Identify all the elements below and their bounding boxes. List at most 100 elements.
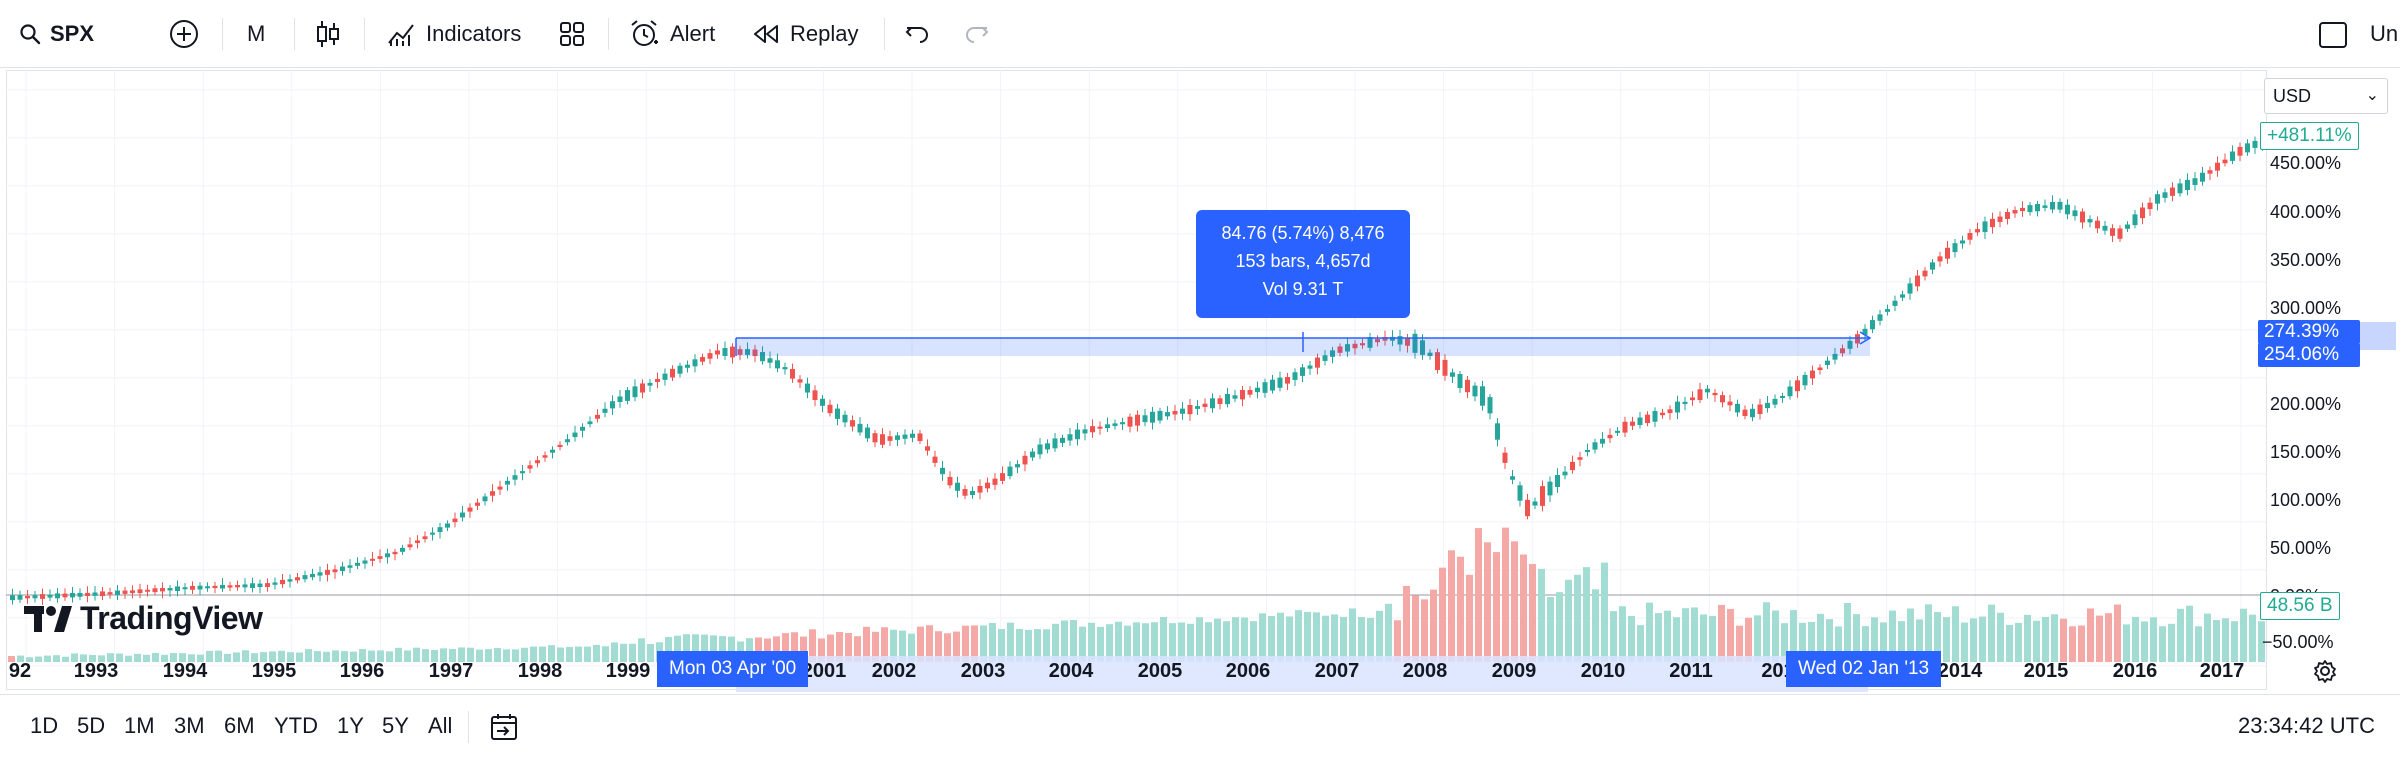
clock-utc[interactable]: 23:34:42 UTC: [2238, 713, 2375, 738]
candle-body: [985, 482, 990, 489]
volume-bar: [854, 636, 861, 662]
go-to-date-button[interactable]: [488, 711, 520, 748]
compare-button[interactable]: [168, 0, 200, 68]
candle-body: [527, 465, 533, 469]
candle-body: [100, 591, 105, 597]
range-button-6m[interactable]: 6M: [224, 713, 255, 738]
volume-bar: [2141, 621, 2148, 662]
candle-body: [1375, 339, 1380, 343]
volume-bar: [944, 633, 951, 662]
volume-bar: [1448, 550, 1455, 662]
tradingview-logo[interactable]: TradingView: [24, 600, 263, 637]
volume-bar: [836, 631, 843, 662]
candle-body: [197, 585, 203, 590]
volume-bar: [98, 655, 105, 662]
candle-body: [1435, 352, 1440, 371]
price-axis-label: 300.00%: [2270, 298, 2342, 318]
volume-bar: [1745, 617, 1752, 662]
fullscreen-button[interactable]: [2318, 0, 2348, 68]
candle-body: [640, 383, 645, 393]
volume-bar: [1142, 623, 1149, 662]
candle-body: [1255, 387, 1260, 393]
price-axis-label: 150.00%: [2270, 442, 2342, 462]
alert-button[interactable]: Alert: [628, 0, 715, 68]
symbol-search-button[interactable]: SPX: [18, 0, 94, 68]
candle-body: [2215, 162, 2220, 171]
volume-bar: [17, 655, 24, 662]
time-axis-label: 1997: [428, 660, 474, 682]
candle-body: [1082, 429, 1088, 434]
candle-body: [2207, 170, 2213, 174]
range-button-1m[interactable]: 1M: [124, 713, 155, 738]
volume-bar: [1664, 610, 1671, 662]
range-button-5d[interactable]: 5D: [77, 713, 106, 738]
candle-body: [1817, 367, 1823, 371]
candle-body: [467, 507, 473, 512]
chart-pane[interactable]: [6, 70, 2396, 690]
candle-body: [1315, 357, 1320, 368]
time-axis-label: 2014: [1937, 660, 1983, 682]
volume-bar: [1151, 622, 1158, 662]
candle-body: [902, 434, 908, 439]
candle-body: [2170, 187, 2175, 196]
volume-bar: [1691, 607, 1698, 662]
volume-bar: [2069, 626, 2076, 662]
volume-bar: [971, 625, 978, 662]
range-button-all[interactable]: All: [428, 713, 453, 738]
candle-body: [407, 544, 413, 548]
candle-body: [917, 433, 923, 442]
volume-bar: [1943, 617, 1950, 662]
candle-body: [1247, 389, 1253, 395]
candle-body: [1855, 334, 1860, 344]
candle-body: [302, 575, 308, 580]
candle-body: [932, 456, 938, 463]
replay-button[interactable]: Replay: [752, 0, 858, 68]
candle-body: [415, 540, 420, 544]
range-button-3m[interactable]: 3M: [174, 713, 205, 738]
candle-body: [1405, 337, 1410, 346]
volume-bar: [746, 638, 753, 662]
unlock-label[interactable]: Un: [2370, 21, 2399, 46]
time-axis-label: 1994: [162, 660, 208, 682]
candle-body: [692, 359, 698, 367]
volume-bar: [629, 643, 636, 662]
candle-body: [2177, 183, 2183, 194]
volume-bar: [1871, 617, 1878, 662]
candle-body: [1097, 426, 1103, 429]
measure-time-range: [736, 656, 1868, 692]
range-button-ytd[interactable]: YTD: [274, 713, 318, 738]
undo-button[interactable]: [904, 0, 932, 68]
candlestick-chart[interactable]: [6, 70, 2396, 690]
chart-settings-button[interactable]: [2312, 658, 2338, 689]
candle-body: [1937, 256, 1943, 262]
currency-select[interactable]: USD ⌄: [2264, 78, 2388, 114]
candle-body: [212, 585, 218, 589]
interval-button[interactable]: M: [247, 21, 266, 46]
layouts-button[interactable]: [558, 0, 586, 68]
volume-bar: [1772, 610, 1779, 662]
candle-body: [1142, 415, 1148, 423]
candle-body: [955, 482, 960, 491]
chart-type-button[interactable]: [314, 0, 342, 68]
range-button-5y[interactable]: 5Y: [382, 713, 409, 738]
candle-body: [347, 565, 353, 568]
range-button-1y[interactable]: 1Y: [337, 713, 364, 738]
candles-icon: [314, 18, 342, 50]
candle-body: [752, 349, 758, 357]
candle-body: [2192, 178, 2198, 185]
candle-body: [535, 460, 540, 464]
redo-button[interactable]: [962, 0, 990, 68]
volume-bar: [2087, 608, 2094, 662]
candle-body: [1360, 343, 1365, 346]
volume-bar: [1268, 616, 1275, 662]
volume-bar: [1529, 563, 1536, 662]
volume-bar: [809, 629, 816, 662]
candle-body: [2185, 179, 2190, 191]
volume-bar: [1403, 585, 1410, 662]
range-button-1d[interactable]: 1D: [30, 713, 59, 738]
indicators-button[interactable]: Indicators: [386, 0, 521, 68]
candle-body: [737, 349, 743, 355]
candle-body: [475, 502, 480, 506]
candle-body: [1712, 392, 1718, 396]
candle-body: [107, 592, 113, 595]
